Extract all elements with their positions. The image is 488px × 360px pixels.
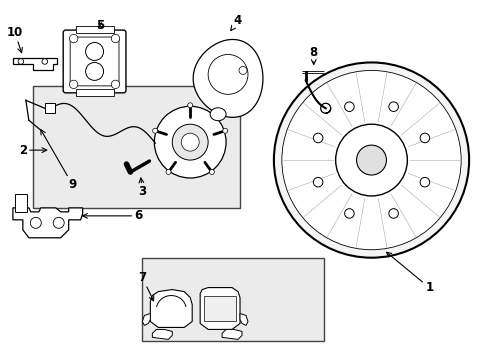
Circle shape [69, 80, 78, 89]
Text: 9: 9 [41, 130, 77, 192]
Circle shape [419, 177, 429, 187]
Circle shape [42, 59, 47, 64]
Circle shape [281, 71, 460, 250]
Polygon shape [150, 289, 192, 328]
Circle shape [172, 124, 208, 160]
Text: 5: 5 [96, 19, 104, 32]
Circle shape [18, 59, 23, 64]
Circle shape [313, 177, 322, 187]
FancyBboxPatch shape [70, 37, 119, 86]
Bar [15, 194, 27, 212]
Circle shape [166, 170, 171, 175]
Bar [203, 296, 236, 321]
Circle shape [85, 62, 103, 80]
Circle shape [209, 170, 214, 175]
Ellipse shape [210, 108, 225, 121]
Circle shape [239, 67, 246, 75]
Circle shape [344, 209, 353, 218]
Circle shape [344, 102, 353, 112]
Circle shape [356, 145, 386, 175]
Bar [76, 89, 113, 96]
Circle shape [69, 34, 78, 43]
Polygon shape [222, 329, 242, 339]
Circle shape [154, 106, 225, 178]
Circle shape [313, 133, 322, 143]
Bar [45, 103, 55, 113]
Circle shape [208, 54, 247, 94]
Text: 6: 6 [82, 210, 142, 222]
Text: 1: 1 [386, 252, 432, 294]
Polygon shape [240, 314, 247, 325]
Circle shape [111, 34, 120, 43]
Circle shape [223, 128, 227, 133]
Text: 10: 10 [7, 26, 23, 53]
Polygon shape [152, 329, 172, 339]
Bar [76, 26, 113, 32]
Circle shape [388, 209, 398, 218]
Circle shape [181, 133, 199, 151]
Polygon shape [193, 40, 263, 117]
Text: 2: 2 [19, 144, 47, 157]
Polygon shape [13, 58, 57, 71]
Text: 8: 8 [309, 46, 317, 64]
Text: 4: 4 [230, 14, 242, 31]
Circle shape [419, 133, 429, 143]
FancyBboxPatch shape [63, 30, 126, 93]
Circle shape [85, 42, 103, 60]
Polygon shape [200, 288, 240, 329]
Bar [142, 258, 323, 341]
Circle shape [53, 217, 64, 228]
Circle shape [388, 102, 398, 112]
Polygon shape [13, 208, 82, 238]
Text: 7: 7 [138, 271, 153, 301]
Circle shape [187, 103, 192, 108]
Bar [33, 86, 240, 208]
Circle shape [111, 80, 120, 89]
Circle shape [152, 128, 157, 133]
Text: 3: 3 [138, 178, 146, 198]
Circle shape [30, 217, 41, 228]
Polygon shape [142, 314, 150, 325]
Circle shape [335, 124, 407, 196]
Circle shape [273, 62, 468, 258]
